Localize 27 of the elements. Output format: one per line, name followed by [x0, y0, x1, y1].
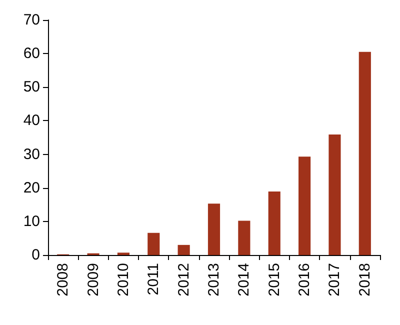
x-tick-label: 2010 — [114, 263, 132, 296]
x-tick-label: 2011 — [145, 263, 162, 296]
y-tick-label: 50 — [23, 78, 40, 96]
bar — [328, 134, 341, 255]
x-tick-label: 2014 — [236, 263, 253, 296]
x-tick-label: 2013 — [206, 263, 222, 296]
y-tick-label: 30 — [23, 146, 40, 163]
y-tick-label: 10 — [23, 212, 40, 230]
x-tick-label: 2016 — [296, 263, 314, 296]
x-tick-label: 2017 — [326, 263, 344, 296]
y-tick-label: 20 — [23, 179, 40, 196]
x-tick-label: 2012 — [175, 263, 192, 296]
y-tick-label: 70 — [23, 12, 40, 28]
bar — [238, 220, 250, 255]
y-tick-label: 60 — [23, 45, 40, 62]
bar — [148, 232, 160, 255]
x-tick-label: 2009 — [84, 263, 102, 296]
bar — [268, 192, 280, 255]
bar — [178, 244, 190, 255]
bar — [358, 52, 371, 255]
bar — [208, 204, 220, 255]
x-tick-label: 2008 — [54, 263, 72, 296]
bar — [298, 156, 311, 255]
y-tick-label: 0 — [32, 246, 40, 264]
y-tick-label: 40 — [23, 112, 40, 130]
x-tick-label: 2015 — [266, 263, 283, 296]
x-tick-label: 2018 — [356, 263, 374, 296]
